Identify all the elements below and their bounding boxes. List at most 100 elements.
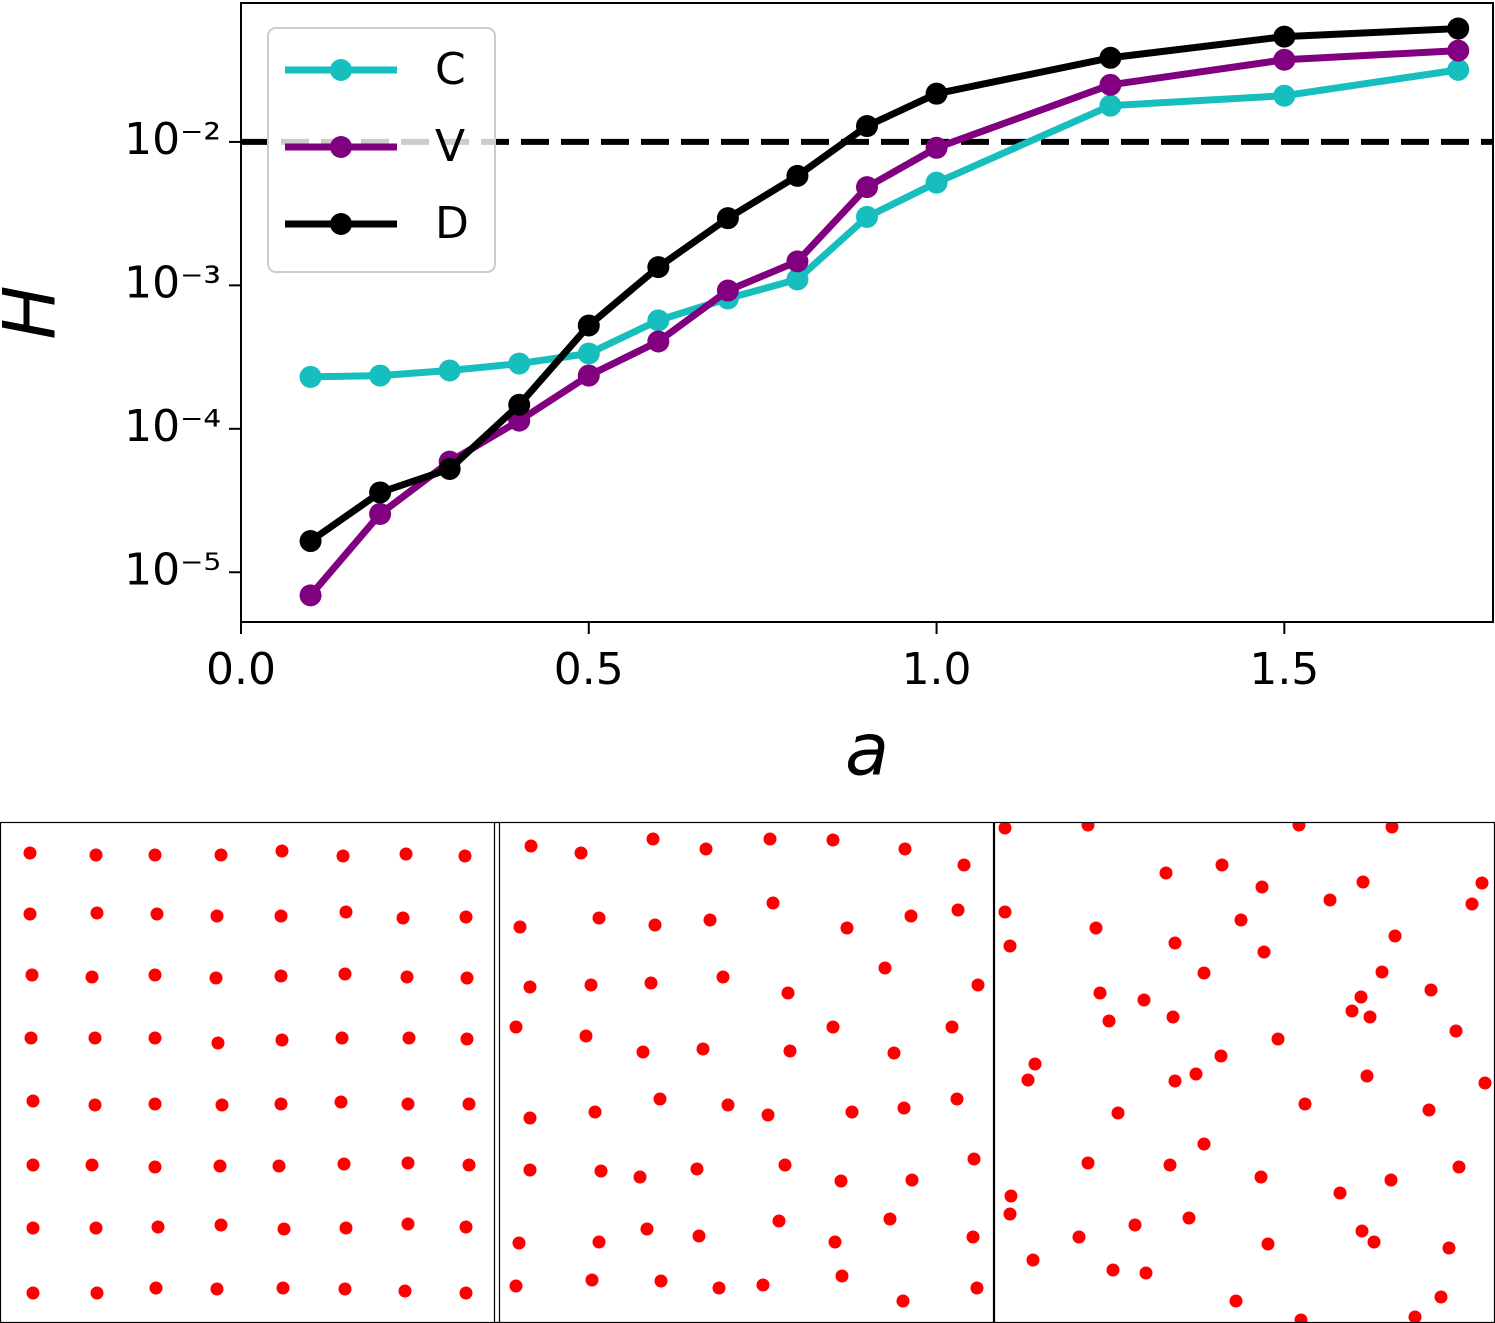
- scatter-point: [399, 847, 413, 861]
- scatter-point: [1197, 966, 1211, 980]
- scatter-point: [523, 980, 537, 994]
- scatter-point: [781, 986, 795, 1000]
- scatter-point: [1449, 1024, 1463, 1038]
- scatter-point: [335, 1031, 349, 1045]
- scatter-point: [396, 911, 410, 925]
- scatter-point: [1159, 866, 1173, 880]
- plot-frame: [240, 2, 1494, 623]
- scatter-point: [1072, 1230, 1086, 1244]
- legend-marker: [330, 213, 352, 235]
- scatter-point: [1021, 1073, 1035, 1087]
- scatter-point: [210, 909, 224, 923]
- scatter-point: [1093, 986, 1107, 1000]
- scatter-panel: [23, 844, 476, 1300]
- scatter-point: [276, 1281, 290, 1295]
- scatter-point: [334, 1095, 348, 1109]
- scatter-point: [594, 1164, 608, 1178]
- scatter-point: [24, 1031, 38, 1045]
- series-marker: [1273, 84, 1296, 107]
- scatter-point: [88, 1031, 102, 1045]
- scatter-point: [150, 907, 164, 921]
- scatter-point: [1089, 921, 1103, 935]
- series-marker: [1447, 58, 1470, 81]
- scatter-point: [459, 1286, 473, 1300]
- scatter-point: [1367, 1235, 1381, 1249]
- series-marker: [1447, 39, 1470, 62]
- scatter-point: [585, 1273, 599, 1287]
- scatter-point: [210, 1282, 224, 1296]
- scatter-point: [1434, 1290, 1448, 1304]
- scatter-point: [85, 1158, 99, 1172]
- scatter-point: [763, 832, 777, 846]
- series-marker: [856, 115, 878, 138]
- scatter-point: [1261, 1237, 1275, 1251]
- scatter-point: [1363, 1010, 1377, 1024]
- scatter-point: [690, 1162, 704, 1176]
- scatter-point: [274, 969, 288, 983]
- scatter-point: [523, 1163, 537, 1177]
- scatter-point: [883, 1212, 897, 1226]
- scatter-point: [458, 849, 472, 863]
- scatter-point: [998, 822, 1012, 835]
- scatter-point: [1424, 983, 1438, 997]
- scatter-point: [1106, 1263, 1120, 1277]
- scatter-point: [1465, 897, 1479, 911]
- scatter-point: [692, 1229, 706, 1243]
- scatter-point: [756, 1278, 770, 1292]
- scatter-point: [1294, 1313, 1308, 1323]
- scatter-point: [1128, 1218, 1142, 1232]
- scatter-point: [1408, 1310, 1422, 1323]
- scatter-point: [1375, 965, 1389, 979]
- scatter-point: [772, 1214, 786, 1228]
- legend-label: D: [435, 198, 469, 249]
- scatter-point: [1355, 1224, 1369, 1238]
- scatter-point: [721, 1098, 735, 1112]
- scatter-point: [26, 1286, 40, 1300]
- series-marker: [856, 176, 878, 199]
- scatter-point: [1182, 1211, 1196, 1225]
- legend-label: C: [435, 44, 466, 95]
- scatter-point: [945, 1020, 959, 1034]
- series-marker: [508, 393, 531, 416]
- scatter-point: [1026, 1253, 1040, 1267]
- series-marker: [577, 314, 600, 337]
- y-tick-label: 10⁻⁵: [124, 544, 221, 595]
- series-marker: [1273, 25, 1296, 48]
- scatter-point: [998, 905, 1012, 919]
- series-marker: [438, 457, 461, 480]
- scatter-point: [1385, 822, 1399, 834]
- series-marker: [716, 207, 739, 230]
- scatter-point: [213, 1159, 227, 1173]
- scatter-panel: [998, 822, 1492, 1323]
- scatter-point: [887, 1046, 901, 1060]
- scatter-point: [1271, 1032, 1285, 1046]
- scatter-point: [1215, 858, 1229, 872]
- scatter-point: [1422, 1103, 1436, 1117]
- series-marker: [786, 268, 809, 291]
- scatter-point: [778, 1158, 792, 1172]
- scatter-point: [215, 1098, 229, 1112]
- scatter-point: [1442, 1241, 1456, 1255]
- series-marker: [856, 205, 878, 228]
- scatter-point: [950, 1092, 964, 1106]
- scatter-point: [148, 1160, 162, 1174]
- scatter-point: [401, 1156, 415, 1170]
- scatter-point: [23, 846, 37, 860]
- scatter-point: [275, 1033, 289, 1047]
- scatter-point: [845, 1105, 859, 1119]
- scatter-point: [579, 1029, 593, 1043]
- scatter-point: [1003, 939, 1017, 953]
- scatter-point: [703, 913, 717, 927]
- scatter-point: [1214, 1049, 1228, 1063]
- scatter-point: [826, 833, 840, 847]
- scatter-point: [970, 1281, 984, 1295]
- scatter-point: [1452, 1160, 1466, 1174]
- scatter-point: [1229, 1294, 1243, 1308]
- scatter-point: [274, 909, 288, 923]
- scatter-point: [1255, 880, 1269, 894]
- series-marker: [1447, 17, 1470, 40]
- scatter-point: [339, 1221, 353, 1235]
- panel-frame: [493, 821, 995, 1323]
- series-marker: [508, 352, 531, 375]
